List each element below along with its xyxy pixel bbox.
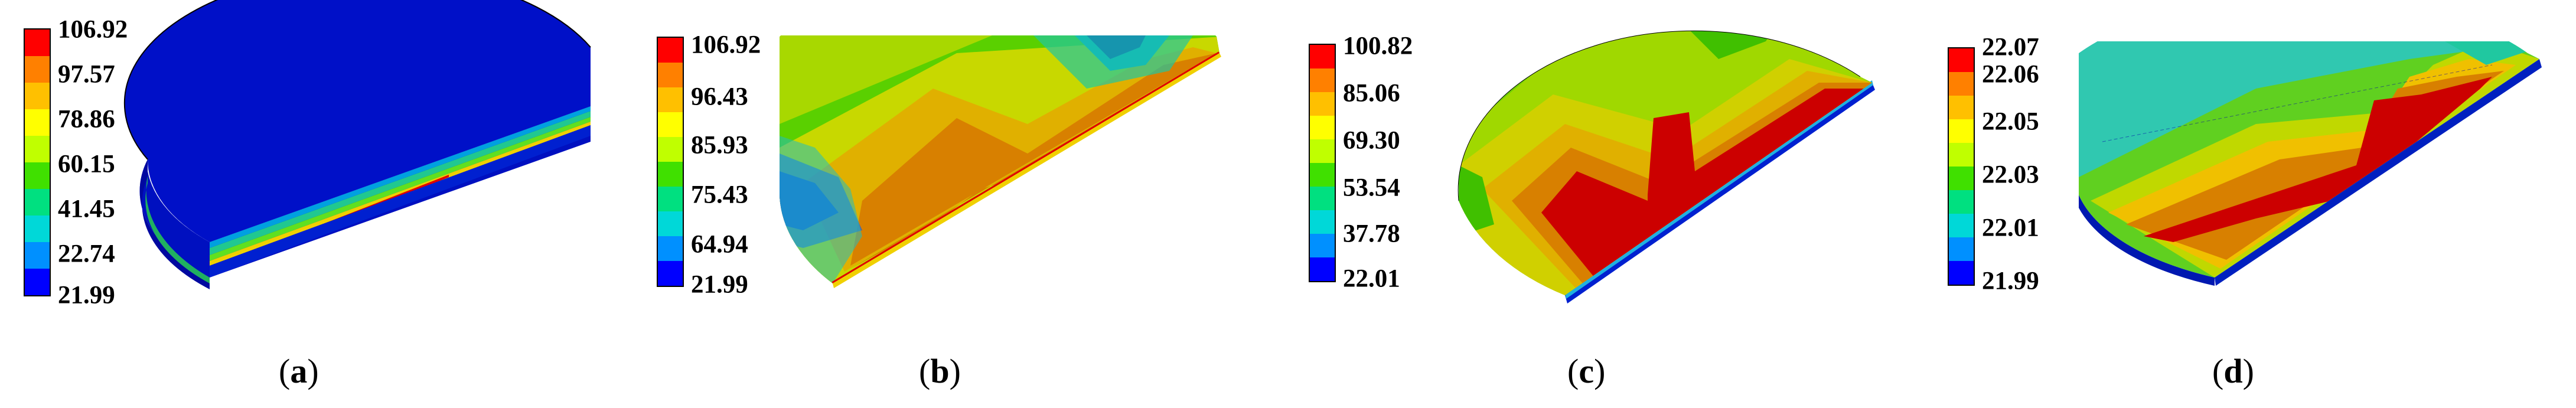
half-disk-model-a xyxy=(123,0,591,289)
colorbar-tick: 78.86 xyxy=(58,105,115,133)
colorbar-tick: 85.93 xyxy=(691,131,748,159)
colorbar-tick: 100.82 xyxy=(1343,32,1413,60)
panel-b: 106.92 96.43 85.93 75.43 64.94 21.99 (b) xyxy=(644,0,1287,408)
colorbar-tick: 53.54 xyxy=(1343,174,1400,202)
colorbar-tick: 22.01 xyxy=(1343,265,1400,293)
panel-label-c: (c) xyxy=(1567,352,1606,390)
colorbar-gradient-d xyxy=(1948,47,1975,286)
colorbar-tick: 22.03 xyxy=(1982,161,2039,189)
colorbar-tick: 60.15 xyxy=(58,150,115,178)
panel-c: 100.82 85.06 69.30 53.54 37.78 22.01 (c) xyxy=(1287,0,1931,408)
colorbar-gradient-c xyxy=(1309,44,1336,282)
colorbar-tick: 75.43 xyxy=(691,181,748,209)
colorbar-tick: 97.57 xyxy=(58,60,115,89)
colorbar-tick: 69.30 xyxy=(1343,126,1400,155)
colorbar-tick: 22.06 xyxy=(1982,60,2039,89)
panel-a: 106.92 97.57 78.86 60.15 41.45 22.74 21.… xyxy=(0,0,644,408)
colorbar-tick: 22.07 xyxy=(1982,33,2039,61)
colorbar-tick: 22.05 xyxy=(1982,107,2039,136)
colorbar-tick: 22.74 xyxy=(58,240,115,268)
colorbar-tick: 21.99 xyxy=(1982,267,2039,295)
colorbar-tick: 37.78 xyxy=(1343,220,1400,248)
colorbar-tick: 106.92 xyxy=(691,31,761,59)
colorbar-tick: 22.01 xyxy=(1982,214,2039,242)
panel-d: 22.07 22.06 22.05 22.03 22.01 21.99 (d) xyxy=(1931,0,2576,408)
colorbar-gradient-a xyxy=(24,28,51,296)
colorbar-tick: 21.99 xyxy=(691,270,748,299)
colorbar-tick: 64.94 xyxy=(691,230,748,259)
panel-label-d: (d) xyxy=(2212,352,2254,390)
half-disk-model-c xyxy=(1457,30,1875,303)
colorbar-tick: 96.43 xyxy=(691,83,748,111)
colorbar-tick: 41.45 xyxy=(58,195,115,223)
colorbar-tick: 106.92 xyxy=(58,15,128,44)
half-disk-model-d xyxy=(2079,41,2542,286)
colorbar-gradient-b xyxy=(657,37,684,287)
colorbar-tick: 85.06 xyxy=(1343,79,1400,107)
half-disk-model-b xyxy=(780,35,1221,288)
panel-label-b: (b) xyxy=(919,352,961,390)
panel-label-a: (a) xyxy=(279,352,319,390)
colorbar-tick: 21.99 xyxy=(58,281,115,309)
